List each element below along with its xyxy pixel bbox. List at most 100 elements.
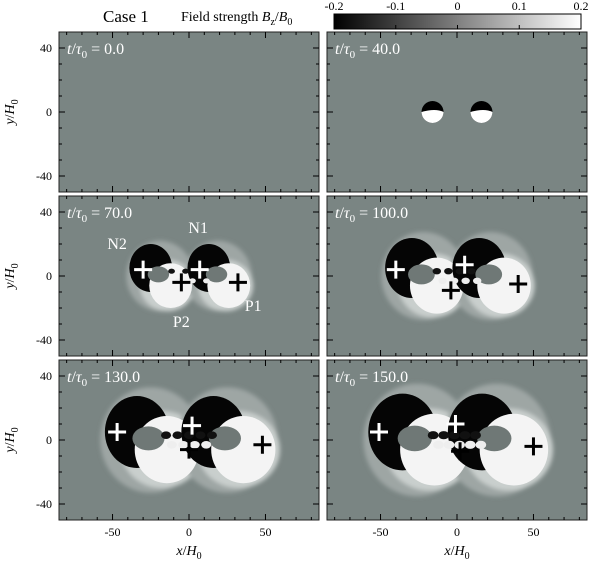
polarity-marker — [228, 273, 247, 292]
panel-ticks — [327, 32, 587, 192]
panel-ticks — [327, 196, 587, 356]
polarity-marker — [253, 435, 272, 454]
polarity-label: P1 — [245, 298, 262, 315]
panel-field — [363, 383, 554, 497]
panel-field — [126, 240, 254, 312]
time-label: t/τ0 = 100.0 — [335, 205, 408, 225]
field-region — [464, 440, 476, 449]
polarity-label: N1 — [188, 220, 208, 237]
field-region — [475, 264, 503, 285]
polarity-marker — [451, 442, 470, 461]
colorbar-tick-label: -0.1 — [386, 0, 405, 13]
y-axis-label: y/H0 — [3, 263, 21, 290]
polarity-marker — [386, 260, 405, 279]
y-tick-label: 0 — [46, 269, 52, 283]
field-region — [166, 440, 177, 449]
field-region — [432, 268, 442, 275]
x-axis-label: x/H0 — [443, 544, 469, 562]
polarity-label: N2 — [107, 236, 127, 253]
field-region — [205, 266, 228, 283]
panel: N2 N1 P2 P1 t/τ0 = 70.0 — [58, 195, 320, 357]
field-region — [427, 431, 439, 440]
field-region — [178, 440, 189, 449]
colorbar-ticks: -0.2 -0.1 0 0.1 0.2 — [325, 0, 589, 29]
x-axis-label: x/H0 — [175, 544, 201, 562]
panel-field — [421, 101, 493, 123]
polarity-marker — [524, 437, 543, 456]
polarity-marker — [370, 423, 388, 441]
y-tick-label: 40 — [40, 205, 52, 219]
polarity-marker — [180, 440, 198, 459]
field-region — [201, 440, 212, 449]
y-axis-label: y/H0 — [3, 427, 21, 454]
field-region — [421, 110, 444, 123]
field-region — [161, 431, 172, 440]
polarity-marker — [455, 255, 474, 274]
field-region — [438, 277, 447, 284]
field-region — [461, 277, 470, 284]
y-tick-label: 0 — [46, 105, 52, 119]
y-tick-label: -40 — [36, 333, 52, 347]
polarity-label: P2 — [173, 314, 190, 331]
panel-ticks — [327, 360, 587, 520]
polarity-marker — [134, 260, 153, 279]
x-tick-label: -50 — [105, 525, 121, 539]
colorbar-tick-label: 0.2 — [574, 0, 589, 13]
y-axis-label: y/H0 — [3, 99, 21, 126]
field-region — [397, 425, 432, 452]
time-label: t/τ0 = 150.0 — [335, 369, 408, 389]
field-region — [203, 278, 210, 284]
panel-field — [100, 387, 280, 493]
y-tick-label: 0 — [46, 433, 52, 447]
field-region — [455, 268, 465, 275]
polarity-marker — [446, 415, 465, 433]
panel: t/τ0 = 0.0 — [58, 31, 320, 193]
time-label: t/τ0 = 0.0 — [67, 41, 124, 61]
panel: t/τ0 = 130.0 — [58, 359, 320, 521]
panel: t/τ0 = 40.0 — [326, 31, 588, 193]
field-region — [470, 431, 481, 440]
field-region — [206, 431, 217, 440]
y-tick-label: 40 — [40, 41, 52, 55]
time-label: t/τ0 = 130.0 — [67, 369, 140, 389]
field-region — [467, 268, 476, 275]
field-region — [408, 264, 435, 285]
x-tick-label: 50 — [527, 525, 539, 539]
field-region — [189, 278, 196, 284]
field-region — [444, 268, 453, 275]
field-region — [433, 440, 444, 449]
x-tick-label: 0 — [186, 525, 192, 539]
polarity-marker — [509, 275, 528, 293]
case-label: Case 1 — [103, 7, 149, 26]
field-region — [195, 431, 206, 440]
field-region — [147, 266, 170, 283]
field-region — [472, 277, 482, 284]
polarity-marker — [441, 281, 460, 300]
panel: t/τ0 = 150.0 — [326, 359, 588, 521]
y-tick-label: -40 — [36, 169, 52, 183]
field-region — [132, 426, 165, 451]
panel: t/τ0 = 100.0 — [326, 195, 588, 357]
field-region — [470, 110, 493, 123]
field-region — [172, 431, 183, 440]
colorbar-tick-label: 0 — [455, 0, 461, 13]
panel-background — [327, 32, 587, 192]
panel-background — [59, 32, 319, 192]
panel-field — [381, 232, 535, 320]
field-region — [448, 431, 460, 440]
field-region — [208, 426, 241, 451]
time-label: t/τ0 = 70.0 — [67, 205, 132, 225]
panels: t/τ0 = 0.0 t/τ0 = 40.0 N2 N1 P2 P1 t/τ0 = 70.0… — [58, 31, 588, 521]
panel-ticks — [59, 196, 319, 356]
x-tick-label: -50 — [373, 525, 389, 539]
field-region — [438, 431, 450, 440]
x-tick-label: 50 — [259, 525, 271, 539]
colorbar-tick-label: 0.1 — [512, 0, 527, 13]
panel-ticks — [59, 32, 319, 192]
x-tick-label: 0 — [454, 525, 460, 539]
polarity-marker — [183, 416, 202, 435]
field-region — [475, 440, 487, 449]
polarity-marker — [108, 423, 127, 441]
y-tick-label: 40 — [40, 369, 52, 383]
